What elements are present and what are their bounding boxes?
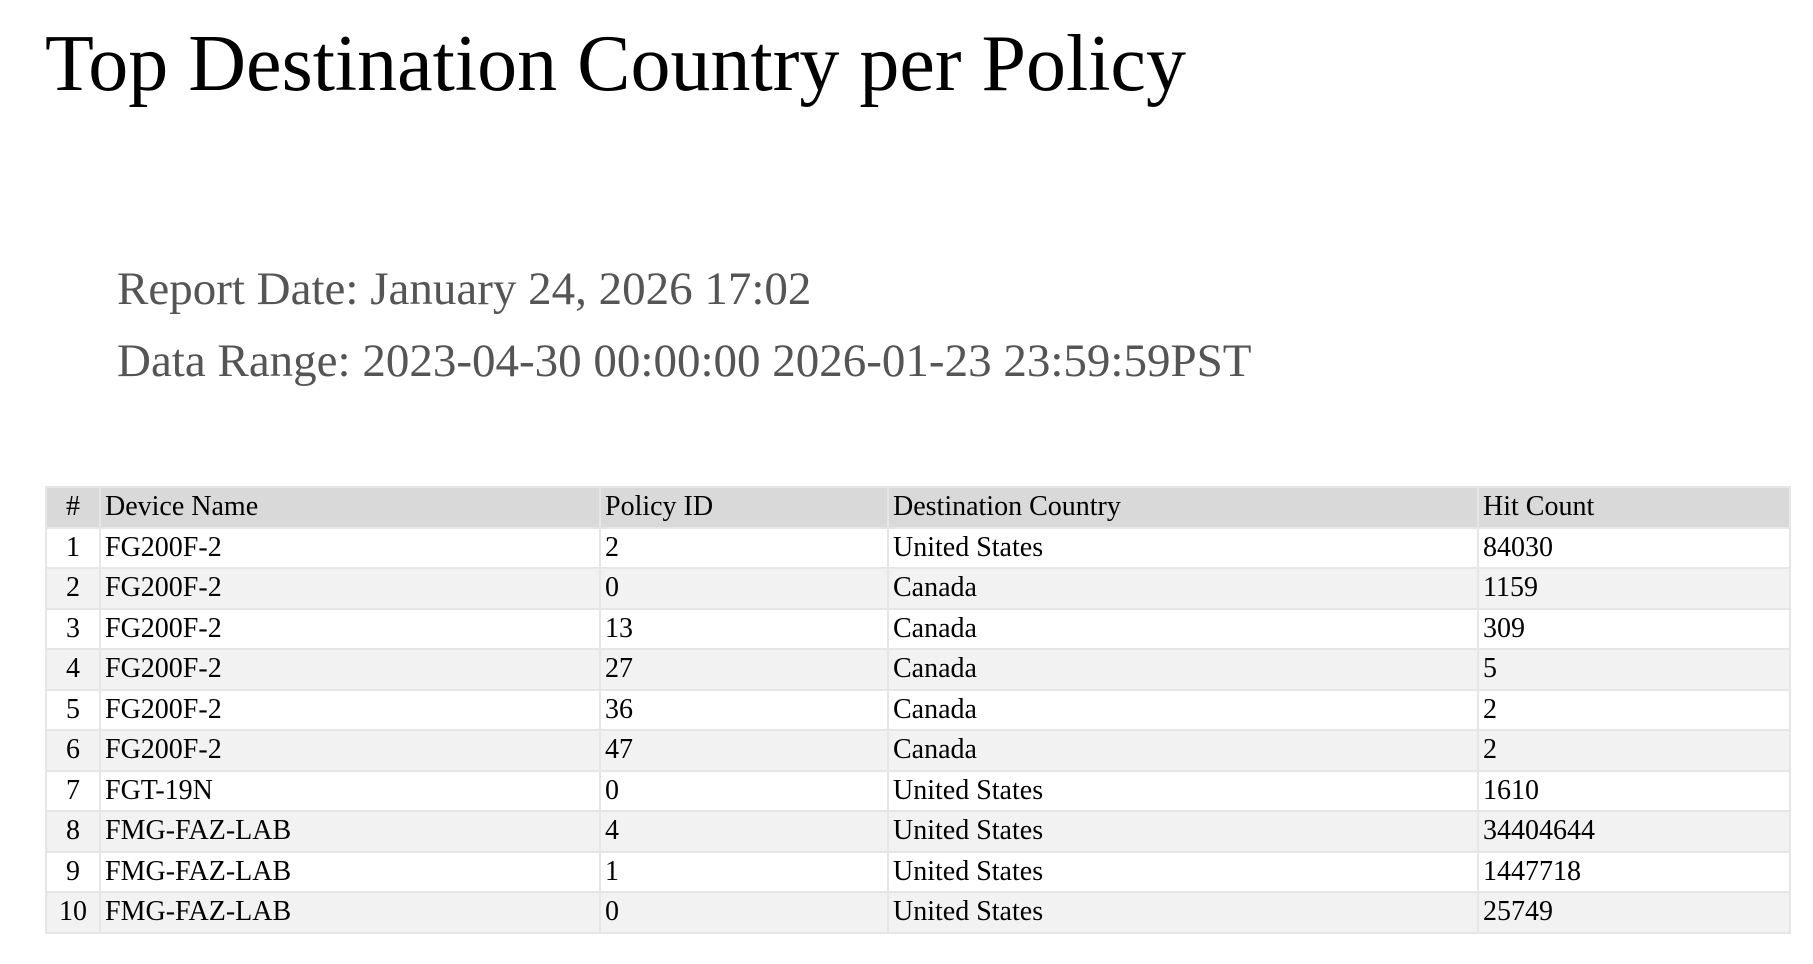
- table-cell: FMG-FAZ-LAB: [101, 812, 599, 851]
- table-row: 9 FMG-FAZ-LAB 1 United States 1447718: [47, 852, 1789, 891]
- table-row: 4 FG200F-2 27 Canada 5: [47, 650, 1789, 689]
- column-header: Destination Country: [889, 488, 1477, 527]
- table-cell: FG200F-2: [101, 650, 599, 689]
- table-row: 6 FG200F-2 47 Canada 2: [47, 731, 1789, 770]
- column-header: Device Name: [101, 488, 599, 527]
- table-cell: FG200F-2: [101, 690, 599, 729]
- table-row: 2 FG200F-2 0 Canada 1159: [47, 569, 1789, 608]
- report-date: Report Date: January 24, 2026 17:02: [117, 263, 812, 315]
- table-cell: 5: [1479, 650, 1789, 689]
- table-cell: 1: [601, 852, 887, 891]
- table-cell: 0: [601, 771, 887, 810]
- table-cell: United States: [889, 771, 1477, 810]
- table-cell: 1610: [1479, 771, 1789, 810]
- data-range: Data Range: 2023-04-30 00:00:00 2026-01-…: [117, 335, 1252, 387]
- table-cell: Canada: [889, 609, 1477, 648]
- table-cell: 9: [47, 852, 99, 891]
- table-cell: 7: [47, 771, 99, 810]
- table-cell: 36: [601, 690, 887, 729]
- table-cell: 2: [1479, 731, 1789, 770]
- table-cell: 0: [601, 893, 887, 932]
- report-table: # Device Name Policy ID Destination Country…: [45, 486, 1791, 934]
- table-cell: 2: [601, 528, 887, 567]
- table-cell: Canada: [889, 731, 1477, 770]
- table-cell: 84030: [1479, 528, 1789, 567]
- column-header: #: [47, 488, 99, 527]
- table-cell: United States: [889, 852, 1477, 891]
- table-cell: United States: [889, 812, 1477, 851]
- table-cell: 25749: [1479, 893, 1789, 932]
- table-cell: 1159: [1479, 569, 1789, 608]
- table-row: 7 FGT-19N 0 United States 1610: [47, 771, 1789, 810]
- table-cell: FGT-19N: [101, 771, 599, 810]
- table-cell: United States: [889, 893, 1477, 932]
- table-cell: 4: [601, 812, 887, 851]
- table-row: 10 FMG-FAZ-LAB 0 United States 25749: [47, 893, 1789, 932]
- table-cell: Canada: [889, 690, 1477, 729]
- table-cell: FMG-FAZ-LAB: [101, 852, 599, 891]
- table-cell: 0: [601, 569, 887, 608]
- table-cell: United States: [889, 528, 1477, 567]
- table-cell: 2: [1479, 690, 1789, 729]
- table-cell: FG200F-2: [101, 528, 599, 567]
- table-cell: 5: [47, 690, 99, 729]
- table-cell: 3: [47, 609, 99, 648]
- table-cell: FG200F-2: [101, 569, 599, 608]
- title: Top Destination Country per Policy: [45, 20, 1186, 108]
- table-row: 8 FMG-FAZ-LAB 4 United States 34404644: [47, 812, 1789, 851]
- table-cell: 10: [47, 893, 99, 932]
- table-cell: 6: [47, 731, 99, 770]
- header-row: # Device Name Policy ID Destination Country…: [47, 488, 1789, 527]
- table-cell: 4: [47, 650, 99, 689]
- table-row: 1 FG200F-2 2 United States 84030: [47, 528, 1789, 567]
- table-cell: 27: [601, 650, 887, 689]
- table-cell: 2: [47, 569, 99, 608]
- table-row: 3 FG200F-2 13 Canada 309: [47, 609, 1789, 648]
- column-header: Hit Count: [1479, 488, 1789, 527]
- table-cell: 1: [47, 528, 99, 567]
- table-cell: 47: [601, 731, 887, 770]
- table-cell: Canada: [889, 650, 1477, 689]
- table-cell: FG200F-2: [101, 609, 599, 648]
- table-cell: 309: [1479, 609, 1789, 648]
- table-row: 5 FG200F-2 36 Canada 2: [47, 690, 1789, 729]
- table-body: 1 FG200F-2 2 United States 84030 2 FG200F-2 0 Ca…: [47, 528, 1789, 932]
- table-cell: FMG-FAZ-LAB: [101, 893, 599, 932]
- column-header: Policy ID: [601, 488, 887, 527]
- table-cell: 13: [601, 609, 887, 648]
- table-cell: 34404644: [1479, 812, 1789, 851]
- table-cell: Canada: [889, 569, 1477, 608]
- table-cell: FG200F-2: [101, 731, 599, 770]
- table-cell: 8: [47, 812, 99, 851]
- table-cell: 1447718: [1479, 852, 1789, 891]
